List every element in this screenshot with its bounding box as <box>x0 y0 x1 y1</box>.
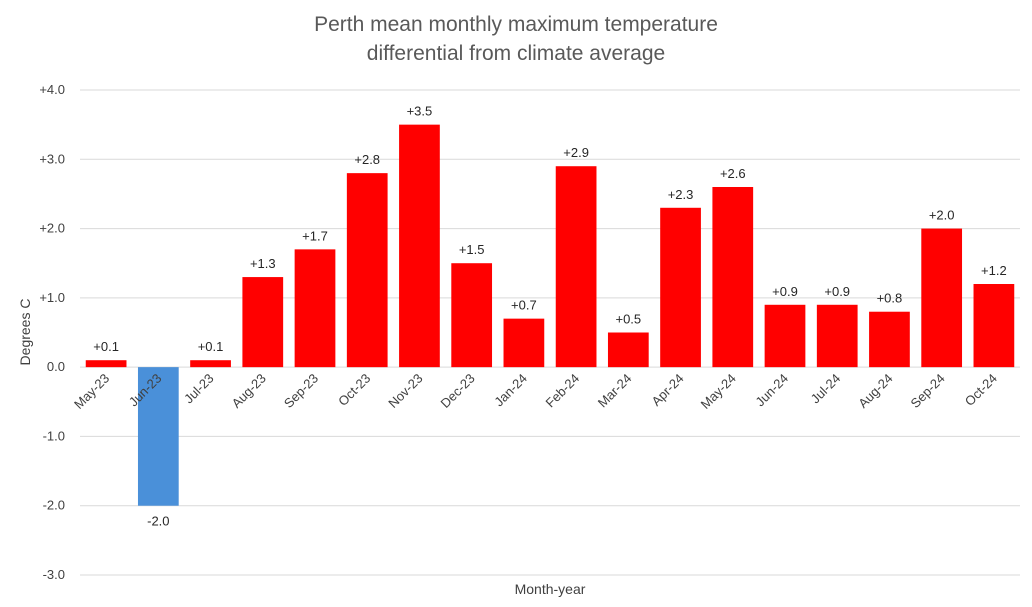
x-tick-label: Sep-23 <box>281 371 321 411</box>
bar-oct-23 <box>346 173 388 368</box>
bar-mar-24 <box>607 332 649 368</box>
data-labels: +0.1 -2.0 +0.1 +1.3 +1.7 +2.8 +3.5 +1.5 +0.7 +2.9… <box>93 104 1006 529</box>
data-label: +0.9 <box>772 284 798 299</box>
data-label: +0.1 <box>93 339 119 354</box>
bar-may-24 <box>712 187 754 368</box>
x-tick-label: Oct-24 <box>962 371 1000 409</box>
data-label: +2.0 <box>929 208 955 223</box>
y-tick-label: -3.0 <box>43 567 65 582</box>
data-label: +0.7 <box>511 298 537 313</box>
x-tick-label: Apr-24 <box>648 371 686 409</box>
y-tick-label: -2.0 <box>43 498 65 513</box>
bar-sep-23 <box>294 249 336 368</box>
data-label: +1.3 <box>250 256 276 271</box>
x-tick-label: Aug-23 <box>229 371 269 411</box>
data-label: +0.5 <box>615 312 641 327</box>
x-axis-title: Month-year <box>515 581 586 597</box>
bar-jun-24 <box>764 304 806 368</box>
x-tick-label: Oct-23 <box>335 371 373 409</box>
bar-jun-23 <box>137 367 179 506</box>
x-tick-label: Mar-24 <box>595 371 635 411</box>
x-tick-label: Sep-24 <box>908 371 948 411</box>
data-label: +0.8 <box>877 291 903 306</box>
y-axis-ticks: +4.0 +3.0 +2.0 +1.0 0.0 -1.0 -2.0 -3.0 <box>39 82 65 582</box>
y-tick-label: +1.0 <box>39 290 65 305</box>
x-axis-ticks: May-23 Jun-23 Jul-23 Aug-23 Sep-23 Oct-23 Nov-… <box>71 371 1000 412</box>
x-tick-label: Jul-23 <box>181 371 217 407</box>
bar-jul-24 <box>816 304 858 368</box>
data-label: +2.8 <box>354 152 380 167</box>
data-label: +2.3 <box>668 187 694 202</box>
x-tick-label: Nov-23 <box>385 371 425 411</box>
data-label: +1.5 <box>459 242 485 257</box>
bar-oct-24 <box>973 284 1015 368</box>
bar-aug-24 <box>869 311 910 368</box>
data-label: +0.1 <box>198 339 224 354</box>
x-tick-label: Jun-24 <box>752 371 791 410</box>
x-tick-label: May-23 <box>71 371 112 412</box>
y-tick-label: -1.0 <box>43 428 65 443</box>
chart-title: Perth mean monthly maximum temperature d… <box>0 10 1032 68</box>
y-tick-label: +4.0 <box>39 82 65 97</box>
data-label: +2.6 <box>720 166 746 181</box>
x-tick-label: May-24 <box>698 371 739 412</box>
bars <box>85 124 1015 506</box>
y-tick-label: 0.0 <box>47 359 65 374</box>
chart-title-line-2: differential from climate average <box>366 42 666 65</box>
data-label: +0.9 <box>824 284 850 299</box>
chart-title-line-1: Perth mean monthly maximum temperature <box>314 13 718 36</box>
data-label: -2.0 <box>147 514 169 529</box>
bar-jan-24 <box>503 318 545 368</box>
bar-dec-23 <box>451 263 493 368</box>
data-label: +2.9 <box>563 145 589 160</box>
data-label: +1.7 <box>302 228 328 243</box>
x-tick-label: Jan-24 <box>491 371 530 410</box>
x-tick-label: Aug-24 <box>855 371 895 411</box>
x-tick-label: Dec-23 <box>438 371 478 411</box>
y-axis-title: Degrees C <box>17 299 33 366</box>
bar-nov-23 <box>399 124 440 368</box>
y-tick-label: +3.0 <box>39 151 65 166</box>
bar-sep-24 <box>921 228 963 368</box>
bar-may-23 <box>85 360 127 368</box>
bar-apr-24 <box>660 207 701 368</box>
bar-feb-24 <box>555 166 597 368</box>
bar-jul-23 <box>190 360 231 368</box>
bar-aug-23 <box>242 277 284 368</box>
data-label: +1.2 <box>981 263 1007 278</box>
data-label: +3.5 <box>407 104 433 119</box>
x-tick-label: Feb-24 <box>542 371 582 411</box>
gridlines <box>80 89 1020 576</box>
x-tick-label: Jul-24 <box>808 371 844 407</box>
y-tick-label: +2.0 <box>39 221 65 236</box>
